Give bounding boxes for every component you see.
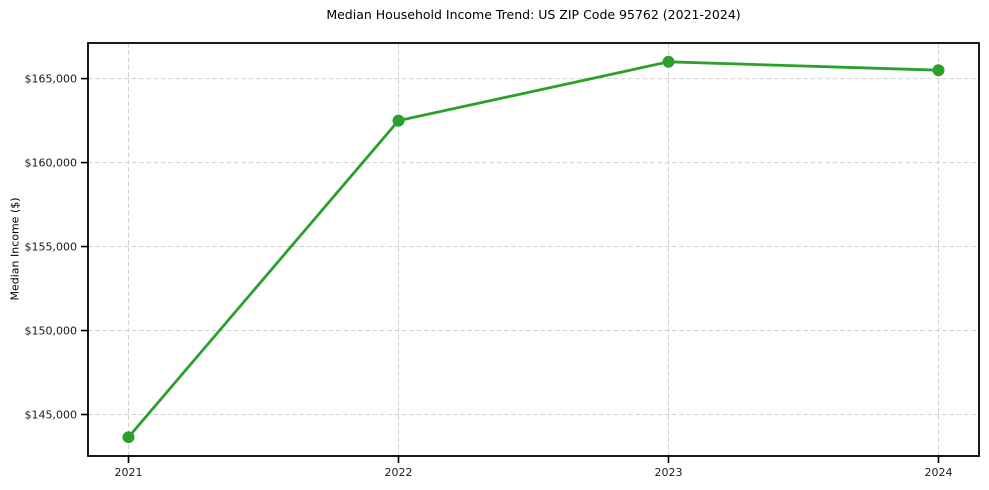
y-tick-label: $160,000 xyxy=(25,157,78,170)
data-point-2021 xyxy=(122,431,135,444)
plot-border xyxy=(87,42,980,457)
y-tick-label: $145,000 xyxy=(25,409,78,422)
y-tick-label: $150,000 xyxy=(25,325,78,338)
x-tick-label: 2024 xyxy=(925,466,953,479)
data-point-2023 xyxy=(662,55,675,68)
chart-title: Median Household Income Trend: US ZIP Co… xyxy=(326,7,741,22)
x-tick-label: 2022 xyxy=(385,466,413,479)
data-point-2022 xyxy=(392,114,405,127)
trend-line xyxy=(127,60,940,439)
x-tick-label: 2021 xyxy=(115,466,143,479)
y-tick-label: $165,000 xyxy=(25,73,78,86)
x-tick-label: 2023 xyxy=(655,466,683,479)
data-point-2024 xyxy=(932,64,945,77)
y-tick-label: $155,000 xyxy=(25,241,78,254)
